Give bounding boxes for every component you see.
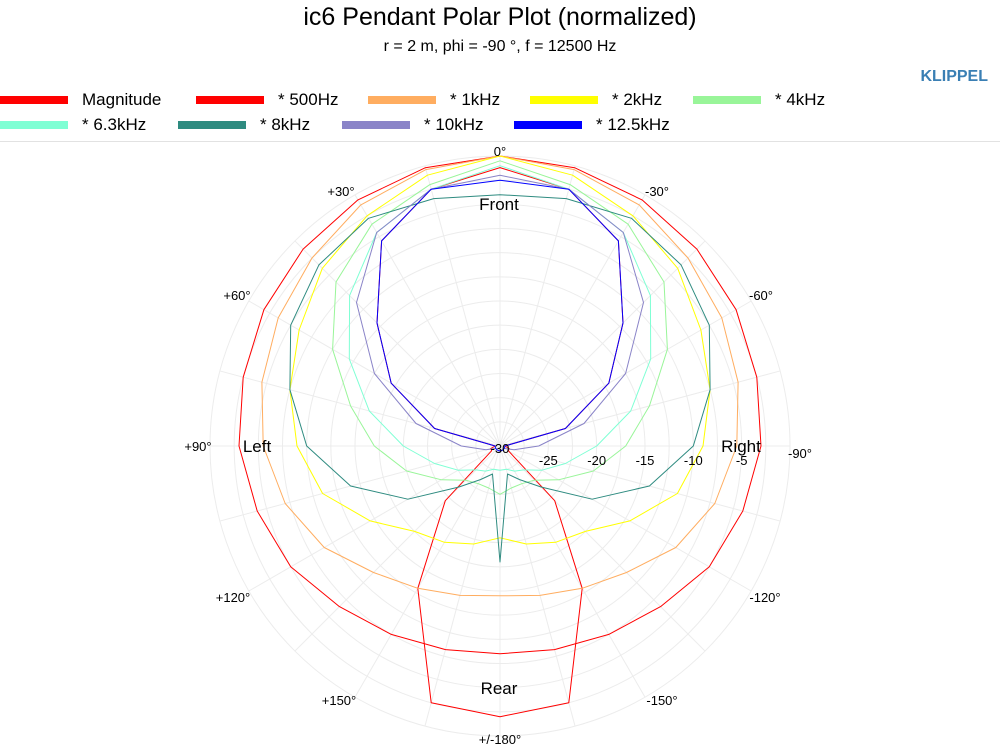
grid-spoke [499, 165, 576, 447]
chart-title: ic6 Pendant Polar Plot (normalized) [303, 3, 697, 31]
grid-spoke [219, 445, 501, 522]
angle-tick-label: -120° [749, 590, 780, 605]
grid-spoke [294, 240, 501, 447]
legend-label: * 4kHz [775, 90, 826, 109]
region-label: Left [243, 437, 272, 456]
legend-swatch [342, 121, 410, 129]
angle-tick-label: +30° [327, 184, 354, 199]
legend-label: * 1kHz [450, 90, 501, 109]
angle-tick-label: -90° [788, 446, 812, 461]
legend-label: * 6.3kHz [82, 115, 147, 134]
legend-label: * 8kHz [260, 115, 311, 134]
radial-tick-label: -15 [636, 453, 655, 468]
legend-swatch [178, 121, 246, 129]
series-line [238, 155, 762, 655]
legend-label: * 500Hz [278, 90, 339, 109]
radial-tick-label: -5 [736, 453, 748, 468]
grid-spoke [499, 240, 706, 447]
legend-item[interactable]: * 12.5kHz [514, 115, 670, 135]
angle-tick-label: +150° [322, 693, 356, 708]
region-label: Right [721, 437, 761, 456]
grid-spoke [499, 445, 752, 592]
series-line [376, 179, 624, 452]
legend-swatch [0, 121, 68, 129]
legend-item[interactable]: * 500Hz [196, 90, 338, 110]
series-line [348, 165, 652, 472]
grid-spoke [499, 445, 576, 727]
brand-logo-text: KLIPPEL [920, 68, 988, 85]
series-line [289, 194, 711, 563]
angle-tick-label: -60° [749, 288, 773, 303]
grid-spoke [424, 165, 501, 447]
angle-tick-label: -30° [645, 184, 669, 199]
legend-swatch [368, 96, 436, 104]
grid-spoke [248, 445, 501, 592]
legend-item[interactable]: * 4kHz [693, 90, 825, 110]
legend-swatch [196, 96, 264, 104]
series-line [332, 160, 668, 495]
series-line [289, 155, 711, 545]
angle-tick-label: +90° [184, 439, 211, 454]
radial-tick-label: -25 [539, 453, 558, 468]
grid-spoke [354, 445, 501, 698]
grid-spoke [499, 445, 781, 522]
angle-tick-label: +/-180° [479, 732, 521, 747]
legend-item[interactable]: * 2kHz [530, 90, 662, 110]
legend-divider [0, 141, 1000, 142]
legend-item[interactable]: * 8kHz [178, 115, 310, 135]
series-line [261, 155, 739, 597]
radial-tick-label: -30 [491, 441, 510, 456]
grid-spoke [424, 445, 501, 727]
legend-label: Magnitude [82, 90, 162, 109]
radial-tick-label: -10 [684, 453, 703, 468]
angle-tick-label: +120° [216, 590, 250, 605]
legend-swatch [530, 96, 598, 104]
legend-item[interactable]: * 6.3kHz [0, 115, 146, 135]
radial-tick-label: -20 [587, 453, 606, 468]
angle-tick-label: +60° [223, 288, 250, 303]
legend-item[interactable]: Magnitude [0, 90, 161, 110]
legend-label: * 10kHz [424, 115, 484, 134]
region-label: Rear [481, 679, 518, 698]
legend-label: * 2kHz [612, 90, 663, 109]
angle-tick-label: 0° [494, 144, 506, 159]
legend-swatch [0, 96, 68, 104]
grid-spoke [354, 194, 501, 447]
legend-swatch [693, 96, 761, 104]
legend-item[interactable]: * 1kHz [368, 90, 500, 110]
grid-spoke [499, 445, 646, 698]
region-label: Front [479, 195, 519, 214]
legend-swatch [514, 121, 582, 129]
legend-label: * 12.5kHz [596, 115, 670, 134]
chart-subtitle: r = 2 m, phi = -90 °, f = 12500 Hz [383, 38, 617, 55]
angle-tick-label: -150° [646, 693, 677, 708]
legend-item[interactable]: * 10kHz [342, 115, 484, 135]
grid-spoke [499, 194, 646, 447]
